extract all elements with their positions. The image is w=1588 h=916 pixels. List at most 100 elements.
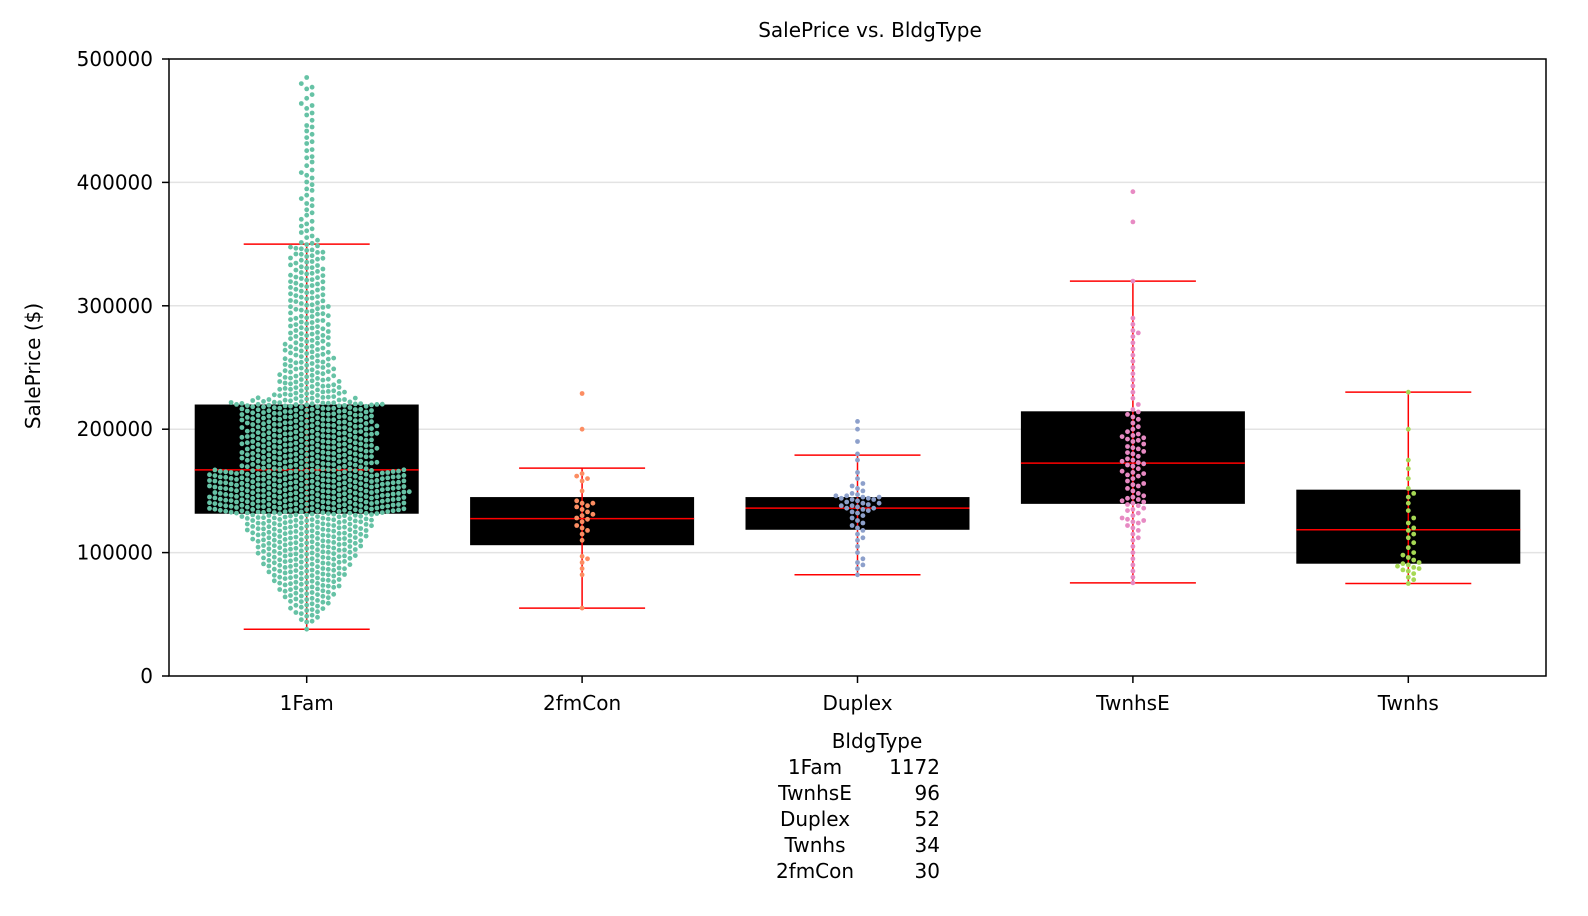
data-point (315, 603, 320, 609)
data-point (363, 516, 369, 522)
data-point (266, 469, 272, 474)
data-point (288, 447, 293, 453)
data-point (261, 543, 266, 548)
data-point (304, 626, 310, 632)
data-point (298, 617, 304, 622)
data-point (293, 512, 299, 518)
data-point (325, 329, 331, 334)
data-point (266, 430, 272, 436)
data-point (1130, 365, 1136, 370)
data-point (320, 266, 326, 272)
data-point (288, 244, 293, 250)
data-point (860, 520, 866, 526)
data-point (320, 477, 326, 483)
data-point (860, 500, 866, 506)
data-point (352, 535, 358, 540)
data-point (1130, 463, 1136, 469)
data-point (336, 419, 342, 425)
data-point (1130, 377, 1136, 383)
data-point (1141, 461, 1147, 467)
count-value: 1172 (889, 755, 940, 779)
data-point (266, 458, 272, 463)
data-point (579, 426, 585, 432)
data-point (288, 497, 293, 502)
data-point (282, 465, 288, 471)
data-point (255, 482, 261, 487)
data-point (1125, 450, 1130, 455)
data-point (228, 476, 234, 481)
data-point (261, 449, 266, 455)
data-point (876, 500, 882, 506)
data-point (309, 544, 315, 550)
data-point (1405, 426, 1411, 432)
data-point (250, 501, 256, 507)
data-point (298, 554, 304, 559)
data-point (293, 490, 299, 496)
data-point (363, 528, 369, 533)
data-point (261, 493, 266, 499)
data-point (266, 413, 272, 419)
counts-table-row: 1Fam 1172 (760, 754, 960, 780)
data-point (304, 568, 310, 574)
data-point (304, 201, 310, 206)
data-point (288, 403, 293, 409)
data-point (379, 510, 385, 515)
data-point (250, 422, 256, 427)
data-point (849, 497, 855, 502)
data-point (255, 407, 261, 413)
data-point (304, 413, 310, 419)
data-point (352, 524, 358, 529)
data-point (277, 574, 283, 580)
data-point (266, 491, 272, 496)
data-point (304, 512, 310, 518)
data-point (298, 388, 304, 393)
data-point (320, 444, 326, 450)
data-point (320, 411, 326, 417)
data-point (244, 403, 250, 408)
data-point (352, 512, 358, 518)
data-point (293, 479, 299, 485)
data-point (331, 500, 337, 506)
data-point (250, 416, 256, 422)
data-point (298, 559, 304, 565)
data-point (255, 464, 261, 470)
data-point (293, 260, 299, 266)
data-point (288, 442, 293, 447)
data-point (369, 454, 374, 459)
data-point (271, 554, 277, 560)
data-point (255, 471, 261, 477)
data-point (585, 556, 590, 562)
data-point (315, 431, 320, 437)
data-point (228, 400, 234, 405)
data-point (315, 525, 320, 530)
data-point (298, 427, 304, 432)
data-point (396, 485, 401, 491)
data-point (288, 535, 293, 541)
data-point (352, 424, 358, 429)
data-point (309, 395, 315, 401)
data-point (336, 547, 342, 553)
data-point (369, 484, 374, 490)
data-point (293, 457, 299, 463)
data-point (331, 506, 337, 512)
data-point (293, 517, 299, 523)
data-point (315, 409, 320, 415)
data-point (1141, 505, 1147, 511)
data-point (293, 274, 299, 280)
data-point (1130, 414, 1136, 420)
data-point (271, 433, 277, 438)
data-point (217, 496, 223, 502)
data-point (309, 539, 315, 545)
data-point (304, 212, 310, 218)
data-point (320, 298, 326, 304)
data-point (315, 609, 320, 615)
data-point (271, 504, 277, 510)
data-point (396, 479, 401, 485)
data-point (304, 163, 310, 169)
data-point (298, 476, 304, 482)
data-point (309, 226, 315, 232)
data-point (277, 539, 283, 545)
data-point (250, 404, 256, 410)
data-point (304, 546, 310, 551)
data-point (374, 488, 380, 494)
